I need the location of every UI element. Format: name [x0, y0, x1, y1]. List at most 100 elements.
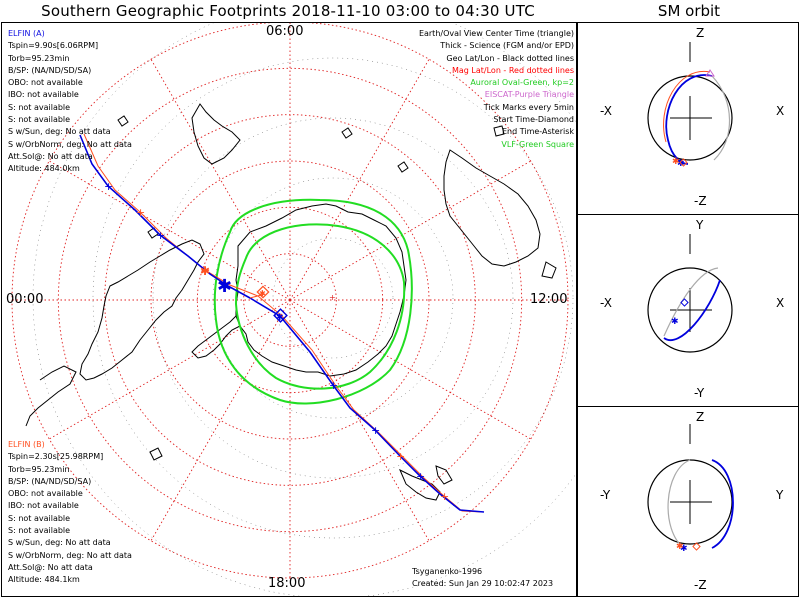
elfin-b-info: ELFIN (B) Tspin=2.30s[25.98RPM] Torb=95.… — [8, 439, 132, 587]
new-zealand-coast-2 — [435, 465, 453, 485]
hour-label-top: 06:00 — [266, 24, 304, 39]
legend-item: Auroral Oval-Green, kp=2 — [470, 78, 574, 88]
orbit3-bottom-label: -Z — [694, 578, 707, 592]
view-center-marker: ✱ — [259, 289, 266, 298]
orbit1-bottom-label: -Z — [694, 194, 707, 208]
legend-item: EISCAT-Purple Triangle — [484, 90, 574, 100]
elfin-b-line: Altitude: 484.1km — [8, 575, 80, 585]
auroral-oval-inner — [234, 223, 406, 390]
orbit3-top-label: Z — [696, 410, 705, 424]
elfin-a-line: B/SP: (NA/ND/SD/SA) — [8, 65, 92, 75]
elfin-a-info: ELFIN (A) Tspin=9.90s[6.06RPM] Torb=95.2… — [8, 28, 132, 176]
marker-layer: +++++++++✱✱✱✱ + — [104, 180, 449, 503]
elfin-a-line: Torb=95.23min — [8, 53, 70, 63]
tasmania-coast — [541, 261, 557, 279]
elfin-b-name: ELFIN (B) — [8, 440, 45, 449]
tick-mark: + — [201, 264, 210, 277]
antarctica-coast — [235, 203, 407, 377]
sm-orbit-title: SM orbit — [657, 2, 721, 20]
elfin-b-line: B/SP: (NA/ND/SD/SA) — [8, 476, 92, 486]
new-zealand-coast — [399, 468, 441, 501]
orbit3-left-label: -Y — [600, 488, 611, 502]
legend-item: Thick - Science (FGM and/or EPD) — [440, 41, 574, 51]
elfin-a-name: ELFIN (A) — [8, 29, 45, 38]
orbit-panel-xz — [577, 22, 799, 215]
south-america-coast — [79, 239, 205, 381]
mag-lat-circle — [243, 253, 337, 347]
orbit1-left-label: -X — [600, 104, 612, 118]
track-layer — [79, 133, 485, 513]
footprint-map-frame — [1, 22, 577, 597]
elfin-a-line: S w/OrbNorm, deg: No att data — [8, 139, 132, 149]
mag-lon-line — [49, 299, 291, 440]
elfin-a-line: Tspin=9.90s[6.06RPM] — [8, 41, 99, 51]
geo-lat-circle — [272, 237, 394, 359]
mag-lat-circle — [57, 67, 523, 533]
geo-lat-circle — [212, 177, 454, 419]
orbit-panel-yz — [577, 406, 799, 597]
tick-mark: + — [416, 470, 425, 483]
hour-label-bottom: 18:00 — [268, 576, 306, 591]
elfin-b-line: S: not available — [8, 526, 71, 536]
coastline-layer — [25, 103, 557, 501]
legend-item: End Time-Asterisk — [501, 127, 574, 137]
tick-mark: + — [104, 180, 113, 193]
orbit3-right-label: Y — [776, 488, 784, 502]
orbit2-top-label: Y — [696, 218, 704, 232]
elfin-b-line: S w/OrbNorm, deg: No att data — [8, 550, 132, 560]
b-connector — [249, 293, 266, 299]
tick-mark: + — [371, 424, 380, 437]
orbit2-right-label: X — [776, 296, 785, 310]
elfin-b-line: Torb=95.23min — [8, 464, 70, 474]
mag-lat-circle — [150, 160, 430, 440]
mag-lon-line — [150, 299, 291, 541]
elfin-a-line: S: not available — [8, 102, 71, 112]
orbit1-right-label: X — [776, 104, 785, 118]
orbit2-bottom-label: -Y — [694, 386, 705, 400]
peninsula-coast — [191, 315, 241, 359]
legend-item: Geo Lat/Lon - Black dotted lines — [446, 53, 574, 63]
hour-label-right: 12:00 — [530, 292, 568, 307]
geo-lat-circle — [92, 57, 574, 539]
credit-block: Tsyganenko-1996 Created: Sun Jan 29 10:0… — [412, 566, 553, 590]
elfin-b-line: S: not available — [8, 513, 71, 523]
elfin-b-line: S w/Sun, deg: No att data — [8, 538, 111, 548]
elfin-a-line: Att.Sol@: No att data — [8, 151, 93, 161]
legend-item: Tick Marks every 5min — [483, 102, 574, 112]
island-2 — [397, 161, 409, 173]
elfin-a-line: OBO: not available — [8, 78, 83, 88]
island-3 — [341, 127, 353, 139]
island-5 — [149, 447, 163, 461]
end-asterisk: ✱ — [217, 276, 232, 297]
legend: Earth/Oval View Center Time (triangle) T… — [374, 28, 574, 151]
mag-lon-line — [150, 59, 291, 301]
elfin-b-track — [83, 133, 483, 513]
legend-item: VLF-Green Square — [501, 139, 574, 149]
auroral-oval-outer — [213, 198, 413, 405]
tick-mark: + — [136, 206, 145, 219]
auroral-oval-layer — [213, 198, 413, 405]
view-center-marker: ✱ — [276, 313, 284, 323]
elfin-b-line: Att.Sol@: No att data — [8, 562, 93, 572]
tick-mark: + — [440, 490, 449, 503]
map-title: Southern Geographic Footprints 2018-11-1… — [41, 2, 535, 20]
start-diamond — [256, 285, 270, 299]
tick-mark: + — [396, 450, 405, 463]
legend-item: Earth/Oval View Center Time (triangle) — [418, 29, 574, 38]
elfin-b-line: OBO: not available — [8, 489, 83, 499]
model-name: Tsyganenko-1996 — [412, 567, 483, 576]
elfin-a-track — [79, 134, 485, 513]
australia-coast — [443, 149, 541, 267]
island-6 — [117, 115, 129, 127]
tick-mark: + — [329, 379, 338, 392]
orbit2-left-label: -X — [600, 296, 612, 310]
elfin-a-line: S: not available — [8, 115, 71, 125]
orbit1-top-label: Z — [696, 26, 705, 40]
legend-item: Start Time-Diamond — [493, 115, 574, 125]
hour-label-left: 00:00 — [6, 292, 44, 307]
geo-pole-marker: + — [329, 293, 336, 302]
elfin-b-line: Tspin=2.30s[25.98RPM] — [8, 452, 104, 462]
south-america-coast-2 — [25, 365, 77, 427]
geo-lat-circle — [152, 117, 514, 479]
legend-item: Mag Lat/Lon - Red dotted lines — [451, 65, 574, 75]
